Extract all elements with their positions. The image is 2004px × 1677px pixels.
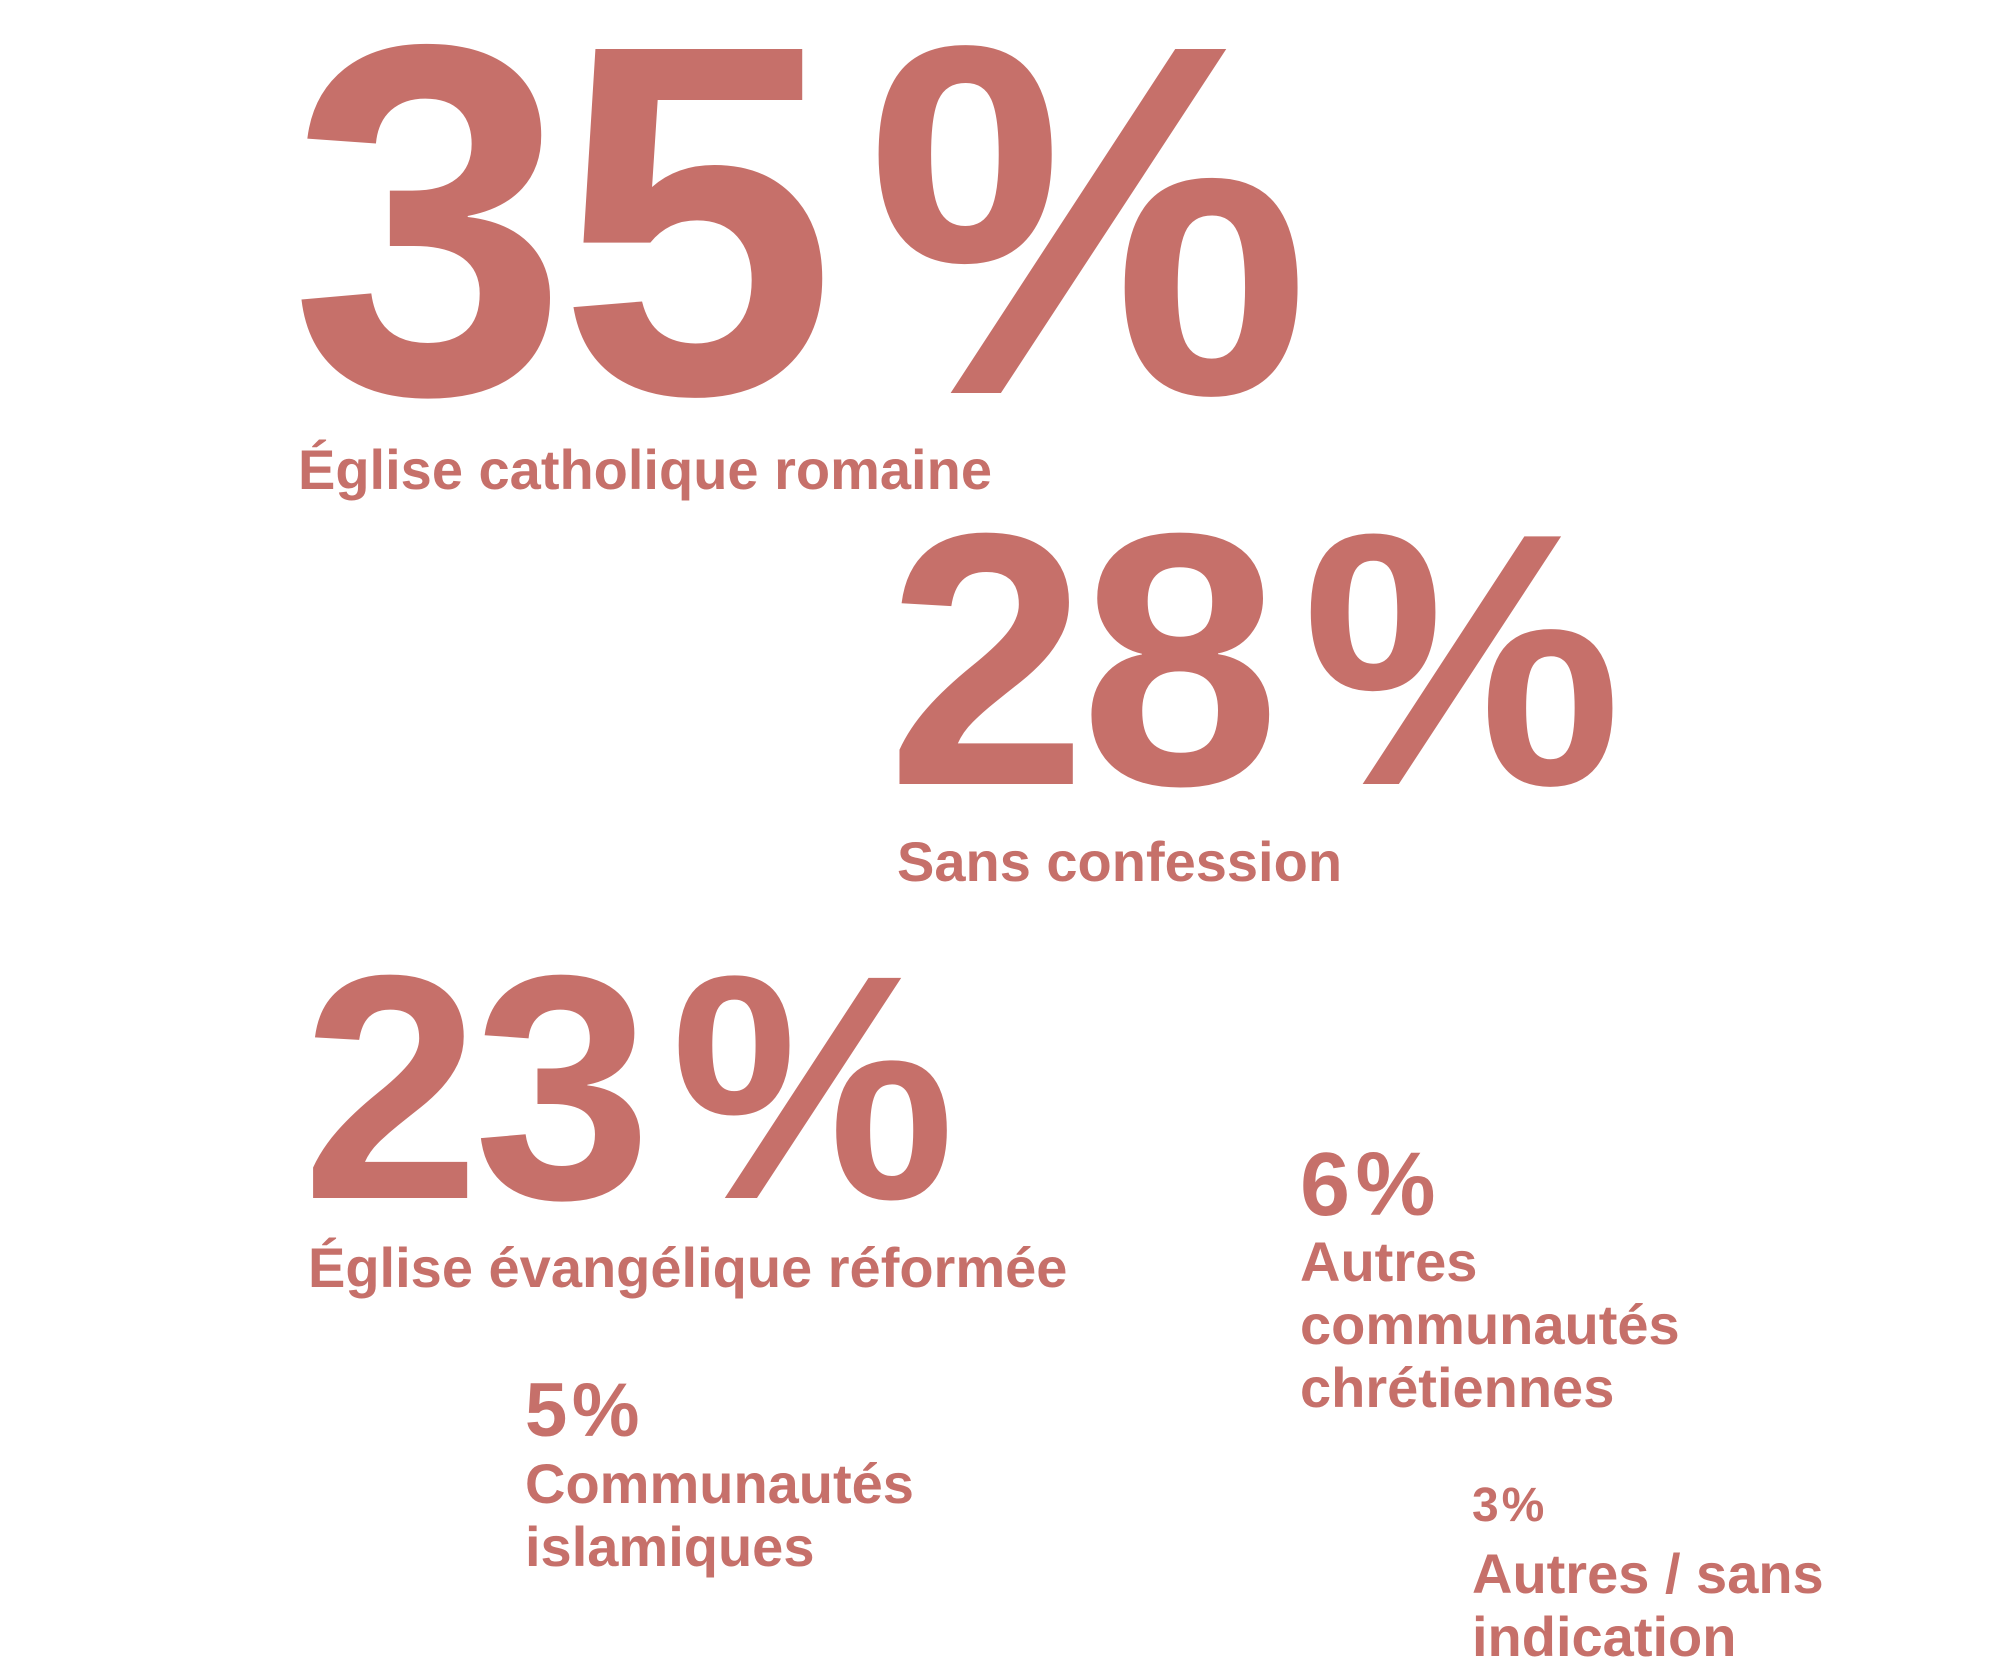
percentage-value: 35% <box>290 0 1311 470</box>
percentage-number: 23 <box>302 908 652 1266</box>
percentage-value: 6% <box>1300 1140 1760 1230</box>
percent-sign: % <box>1355 1135 1435 1235</box>
percentage-value: 5% <box>525 1370 985 1452</box>
category-label: Autres / sans indication <box>1472 1542 1824 1668</box>
percent-sign: % <box>1301 459 1622 861</box>
percent-sign: % <box>1501 1479 1545 1532</box>
category-label: Église évangélique réformée <box>308 1236 1068 1299</box>
percent-sign: % <box>670 908 956 1266</box>
percentage-value: 28% <box>887 480 1622 840</box>
percent-sign: % <box>571 1368 640 1453</box>
percentage-value: 23% <box>302 927 1067 1247</box>
stat-item: 6% Autres communautés chrétiennes <box>1300 1140 1760 1419</box>
stat-item: 3% Autres / sans indication <box>1472 1476 1892 1668</box>
percentage-number: 3 <box>1472 1479 1499 1532</box>
category-label: Autres communautés chrétiennes <box>1300 1230 1680 1419</box>
percentage-number: 5 <box>525 1368 567 1453</box>
category-label: Église catholique romaine <box>298 438 992 501</box>
percentage-number: 28 <box>887 459 1280 861</box>
stat-item: 5% Communautés islamiques <box>525 1370 985 1579</box>
stat-item: 23% Église évangélique réformée <box>302 927 1068 1299</box>
percentage-number: 35 <box>290 0 836 499</box>
category-label: Communautés islamiques <box>525 1452 914 1578</box>
percentage-number: 6 <box>1300 1135 1350 1235</box>
category-label: Sans confession <box>897 830 1343 893</box>
stat-item: 28% Sans confession <box>887 480 1622 893</box>
percentage-value: 3% <box>1472 1476 1892 1536</box>
stat-item: 35% Église catholique romaine <box>290 0 1311 501</box>
percent-sign: % <box>866 0 1311 499</box>
